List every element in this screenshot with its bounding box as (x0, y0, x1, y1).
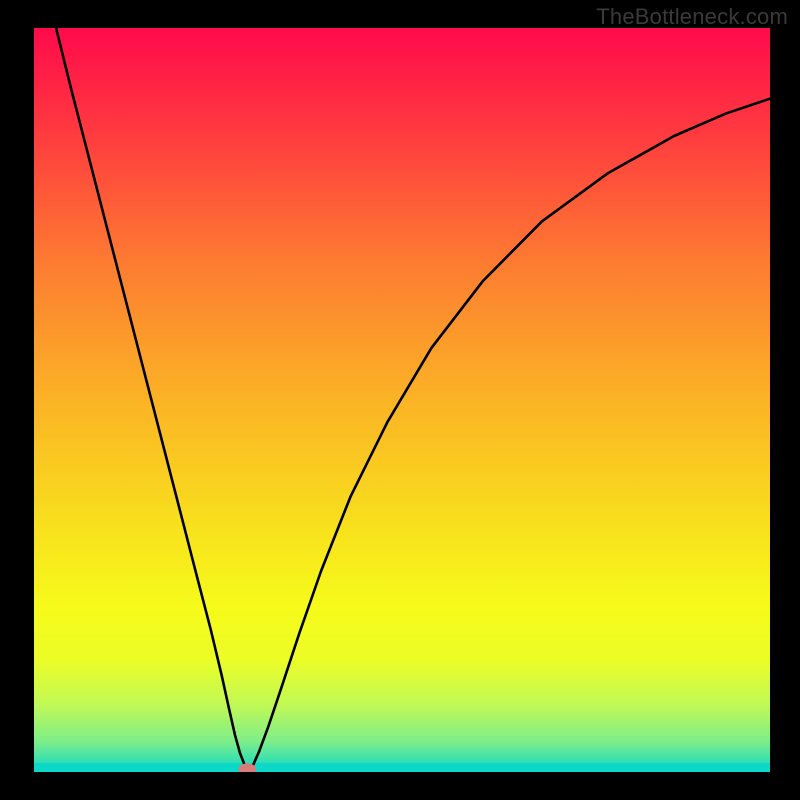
bottom-strip (34, 763, 770, 772)
chart-frame: TheBottleneck.com (0, 0, 800, 800)
chart-svg (34, 28, 770, 772)
watermark-text: TheBottleneck.com (596, 4, 788, 30)
